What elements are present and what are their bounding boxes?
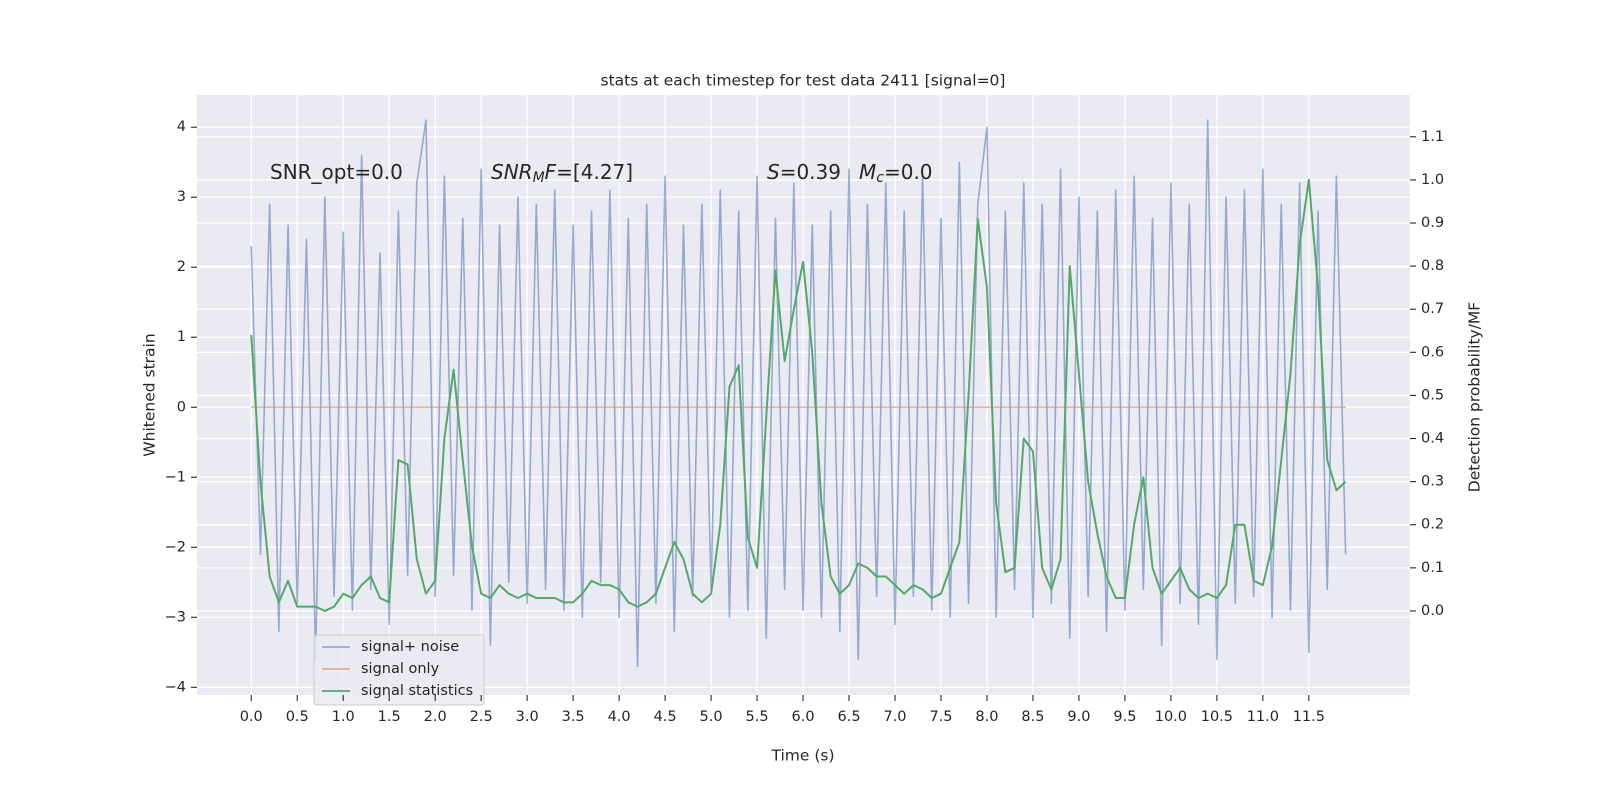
annotation-part: SNR: [491, 160, 533, 184]
y-tick-label: −1: [165, 469, 186, 485]
y2-tick-label: 0.9: [1421, 215, 1444, 231]
annotation: Mc=0.0: [859, 160, 933, 187]
annotation-part: F: [545, 160, 557, 184]
annotation: SNRMF=[4.27]: [491, 160, 633, 187]
y-tick-label: −3: [165, 609, 186, 625]
x-axis-label: Time (s): [770, 747, 834, 765]
annotation: S=0.39: [767, 160, 841, 184]
y-tick-label: −2: [165, 539, 186, 555]
x-tick-label: 2.5: [470, 709, 493, 725]
y2-tick-label: 0.7: [1421, 301, 1444, 317]
annotation-part: SNR_opt=0.0: [270, 160, 403, 184]
x-tick-label: 9.5: [1113, 709, 1136, 725]
x-tick-label: 11.0: [1247, 709, 1279, 725]
x-tick-label: 10.5: [1201, 709, 1233, 725]
series-line: [250, 178, 1347, 612]
y2-tick-label: 0.0: [1421, 603, 1444, 619]
y2-tick-label: 1.0: [1421, 172, 1444, 188]
x-tick-label: 9.0: [1067, 709, 1090, 725]
y-tick-label: 1: [177, 329, 186, 345]
y2-tick-label: 0.2: [1421, 517, 1444, 533]
x-tick-label: 0.5: [286, 709, 309, 725]
y2-tick-label: 0.6: [1421, 344, 1444, 360]
annotation-part: =[4.27]: [556, 160, 633, 184]
annotation-part: =0.0: [884, 160, 933, 184]
x-tick-label: 8.0: [975, 709, 998, 725]
y-tick-label: 2: [177, 259, 186, 275]
series-line: [250, 119, 1347, 668]
legend-label: signal+ noise: [361, 639, 459, 655]
legend-box: [313, 634, 485, 706]
x-tick-label: 6.0: [792, 709, 815, 725]
legend-label: signal only: [361, 661, 440, 677]
y-tick-label: 0: [177, 399, 186, 415]
annotation-part: M: [859, 160, 876, 184]
y2-tick-label: 0.5: [1421, 387, 1444, 403]
x-tick-label: 3.5: [562, 709, 585, 725]
x-tick-label: 0.0: [240, 709, 263, 725]
annotation: SNR_opt=0.0: [270, 160, 403, 184]
x-tick-label: 1.0: [332, 709, 355, 725]
y-tick-label: 4: [177, 119, 186, 135]
annotation-part: S: [767, 160, 780, 184]
x-tick-label: 11.5: [1293, 709, 1325, 725]
y-tick-label: 3: [177, 189, 186, 205]
y2-tick-label: 0.1: [1421, 560, 1444, 576]
annotation-part: c: [876, 170, 884, 186]
x-tick-label: 2.0: [424, 709, 447, 725]
x-tick-label: 1.5: [378, 709, 401, 725]
legend-label: signal statistics: [361, 683, 473, 699]
x-tick-label: 5.0: [700, 709, 723, 725]
y2-axis-label: Detection probability/MF: [1466, 302, 1484, 493]
y2-tick-label: 1.1: [1421, 129, 1444, 145]
x-tick-label: 5.5: [746, 709, 769, 725]
x-tick-label: 3.0: [516, 709, 539, 725]
x-tick-label: 4.0: [608, 709, 631, 725]
x-tick-label: 10.0: [1155, 709, 1187, 725]
x-tick-label: 8.5: [1021, 709, 1044, 725]
x-tick-label: 7.0: [883, 709, 906, 725]
y2-tick-label: 0.8: [1421, 258, 1444, 274]
x-tick-label: 4.5: [654, 709, 677, 725]
x-tick-label: 7.5: [929, 709, 952, 725]
lines: [250, 119, 1347, 668]
y-axis-label: Whitened strain: [141, 333, 159, 456]
y2-tick-label: 0.4: [1421, 431, 1444, 447]
annotation-part: M: [533, 170, 545, 186]
x-tick-label: 6.5: [837, 709, 860, 725]
annotation-part: =0.39: [780, 160, 841, 184]
chart-title: stats at each timestep for test data 241…: [601, 72, 1006, 90]
y-tick-label: −4: [165, 679, 186, 695]
y2-tick-label: 0.3: [1421, 474, 1444, 490]
